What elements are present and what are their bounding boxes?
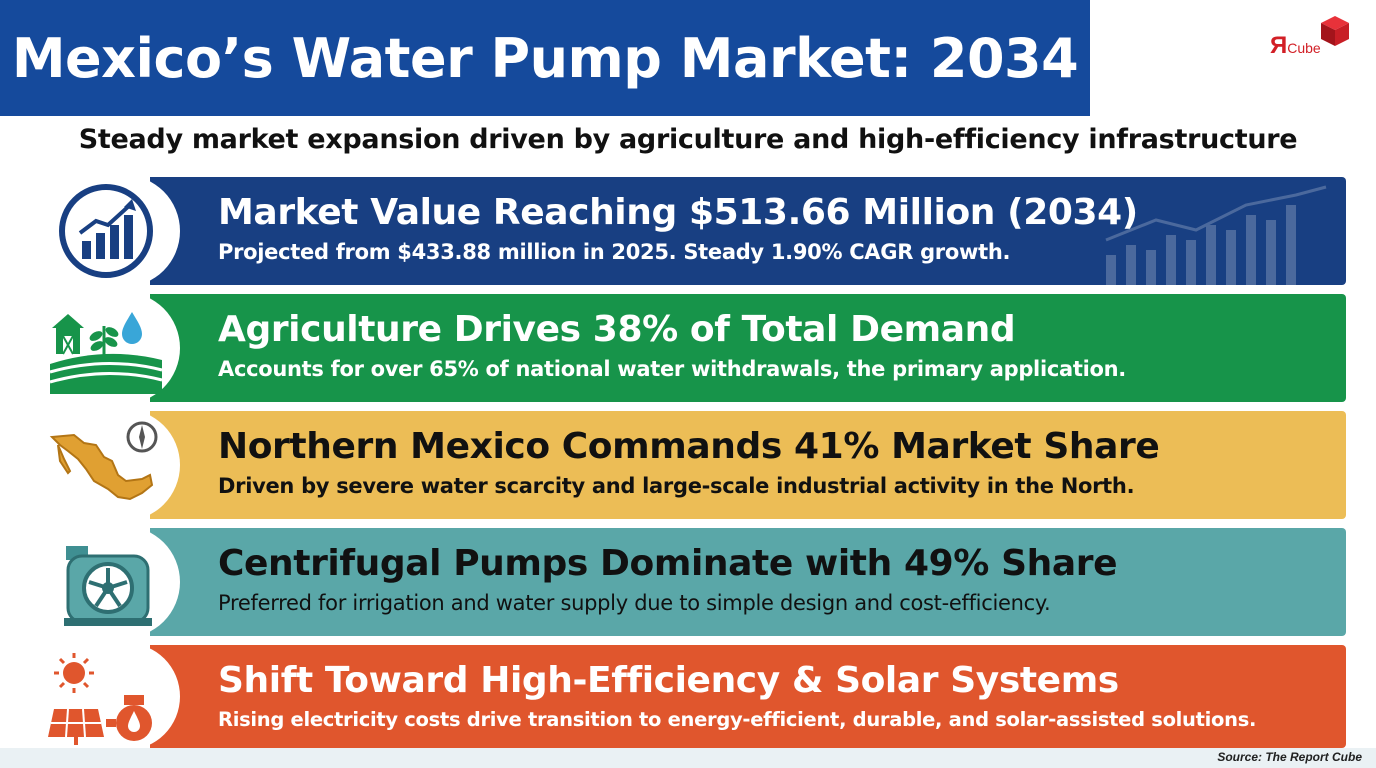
row-title: Centrifugal Pumps Dominate with 49% Shar… [218, 543, 1118, 584]
row-description: Preferred for irrigation and water suppl… [218, 591, 1051, 615]
source-credit: Source: The Report Cube [1217, 750, 1362, 764]
row-text: Market Value Reaching $513.66 Million (2… [218, 191, 1336, 267]
solar-pump-icon [46, 649, 166, 749]
row-description: Accounts for over 65% of national water … [218, 357, 1126, 381]
farm-icon [46, 298, 166, 398]
row-band [150, 411, 1346, 519]
cube-icon [1321, 16, 1349, 46]
row-band [150, 645, 1346, 748]
row-text: Shift Toward High-Efficiency & Solar Sys… [218, 659, 1336, 735]
subtitle: Steady market expansion driven by agricu… [78, 124, 1298, 155]
centrifugal-pump-icon [46, 532, 166, 632]
header-banner: Mexico’s Water Pump Market: 2034 [0, 0, 1090, 116]
row-title: Northern Mexico Commands 41% Market Shar… [218, 426, 1160, 467]
page-title: Mexico’s Water Pump Market: 2034 [11, 26, 1079, 90]
row-text: Northern Mexico Commands 41% Market Shar… [218, 425, 1336, 501]
row-band [150, 294, 1346, 402]
row-northern-mexico: Northern Mexico Commands 41% Market Shar… [0, 409, 1346, 521]
report-cube-logo: ЯCube [1268, 14, 1358, 64]
row-market-value: Market Value Reaching $513.66 Million (2… [0, 175, 1346, 287]
row-description: Driven by severe water scarcity and larg… [218, 474, 1135, 498]
footer-bar: Source: The Report Cube [0, 748, 1376, 768]
row-band [150, 177, 1346, 285]
growth-chart-icon [46, 181, 166, 281]
row-description: Projected from $433.88 million in 2025. … [218, 240, 1011, 264]
bar-chart-watermark-icon [1105, 185, 1327, 285]
row-text: Agriculture Drives 38% of Total Demand A… [218, 308, 1336, 384]
row-solar-systems: Shift Toward High-Efficiency & Solar Sys… [0, 643, 1346, 750]
row-agriculture: Agriculture Drives 38% of Total Demand A… [0, 292, 1346, 404]
row-description: Rising electricity costs drive transitio… [218, 708, 1257, 731]
row-title: Market Value Reaching $513.66 Million (2… [218, 192, 1138, 233]
row-text: Centrifugal Pumps Dominate with 49% Shar… [218, 542, 1336, 618]
row-title: Shift Toward High-Efficiency & Solar Sys… [218, 660, 1119, 701]
mexico-map-icon [46, 415, 166, 515]
row-centrifugal-pumps: Centrifugal Pumps Dominate with 49% Shar… [0, 526, 1346, 638]
logo-text: ЯCube [1270, 32, 1321, 59]
row-band [150, 528, 1346, 636]
row-title: Agriculture Drives 38% of Total Demand [218, 309, 1016, 350]
